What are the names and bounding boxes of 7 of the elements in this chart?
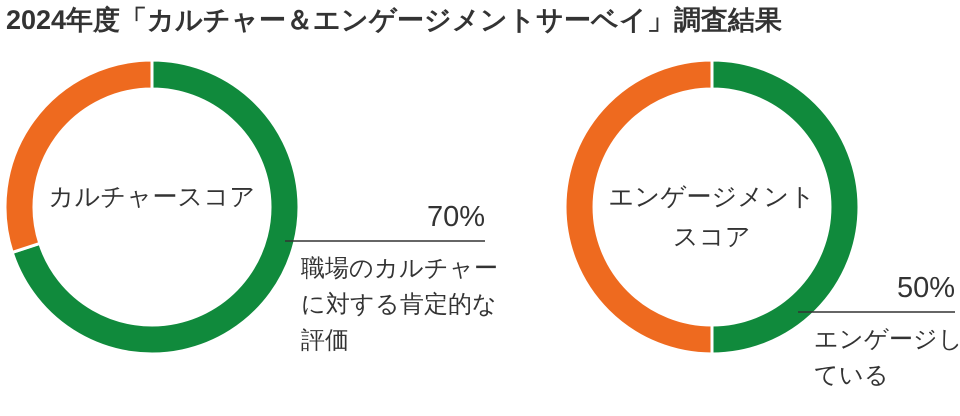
chart-title: 2024年度「カルチャー＆エンゲージメントサーベイ」調査結果 — [6, 4, 782, 37]
text: カルチャースコア — [48, 182, 256, 213]
slice-label: 職場のカルチャーに対する肯定的な評価 — [301, 254, 499, 356]
data-label: 50% — [896, 272, 955, 305]
slice-label: エンゲージしている — [814, 325, 960, 391]
data-label: 70% — [426, 201, 485, 234]
text: エンゲージメントスコア — [608, 182, 816, 253]
